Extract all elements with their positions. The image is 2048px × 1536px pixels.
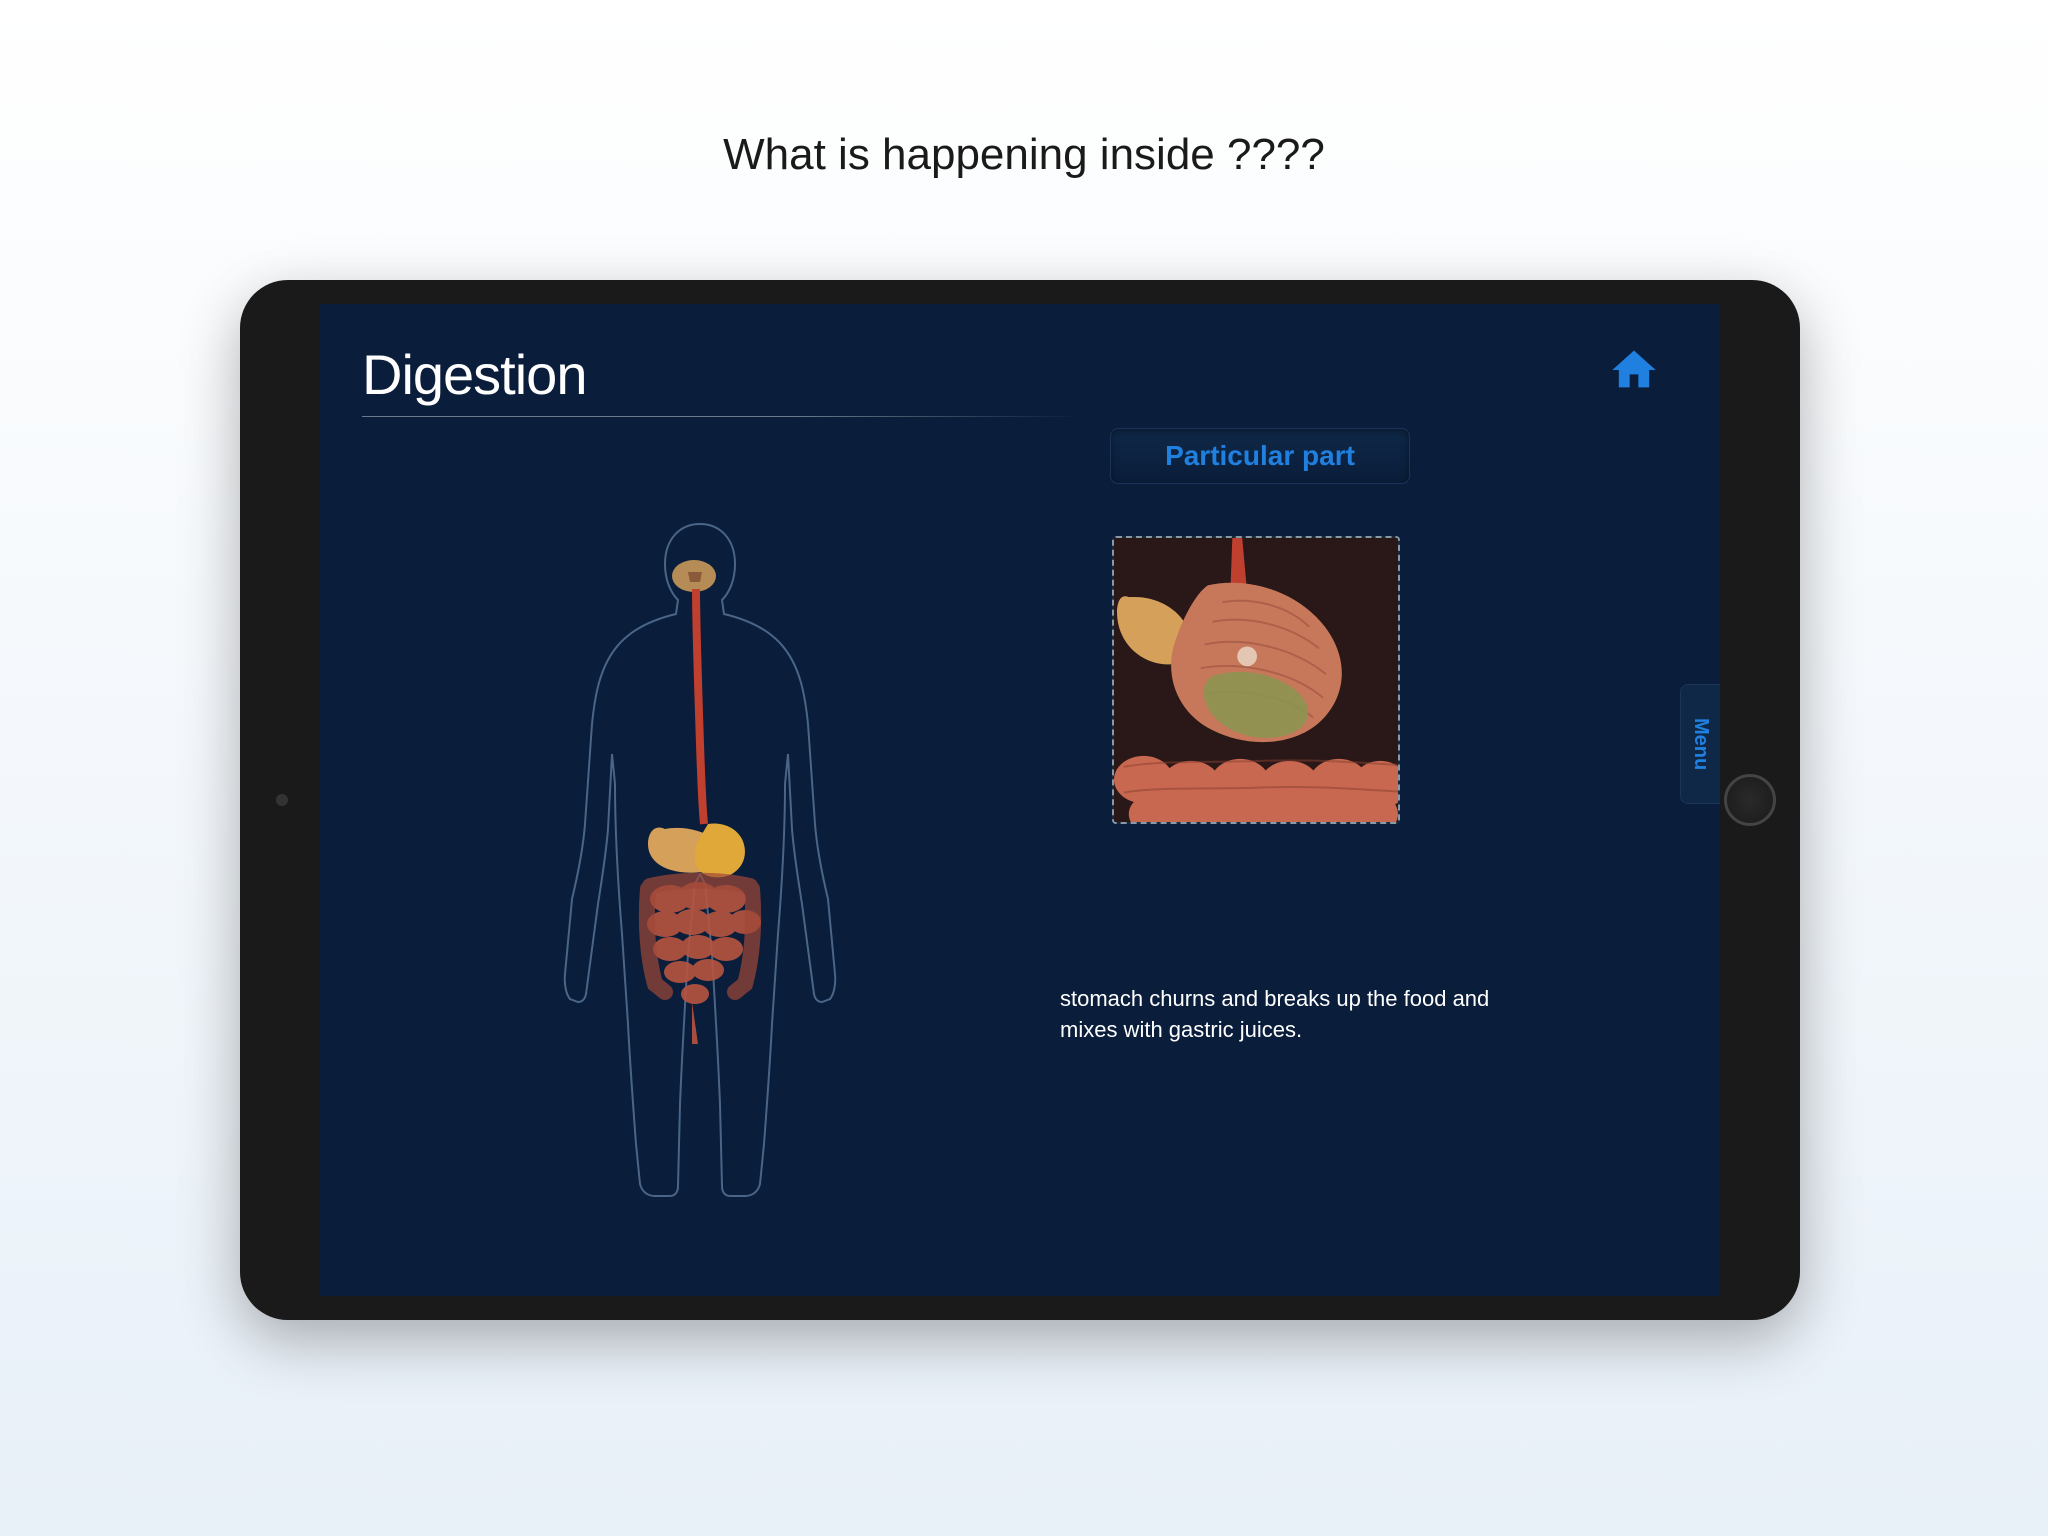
human-body-diagram[interactable]: [470, 504, 930, 1204]
menu-tab[interactable]: Menu: [1680, 684, 1720, 804]
app-screen: Digestion Particular part: [320, 304, 1720, 1296]
tablet-home-button[interactable]: [1724, 774, 1776, 826]
tablet-camera: [276, 794, 288, 806]
organ-description: stomach churns and breaks up the food an…: [1060, 984, 1520, 1046]
organ-detail-panel[interactable]: [1112, 536, 1400, 824]
menu-tab-label: Menu: [1689, 718, 1712, 770]
tablet-device-frame: Digestion Particular part: [240, 280, 1800, 1320]
home-icon[interactable]: [1608, 344, 1660, 396]
app-title: Digestion: [362, 342, 586, 407]
section-tab-particular-part[interactable]: Particular part: [1110, 428, 1410, 484]
page-heading: What is happening inside ????: [723, 130, 1325, 180]
title-divider: [362, 416, 1082, 417]
section-tab-label: Particular part: [1165, 440, 1355, 472]
